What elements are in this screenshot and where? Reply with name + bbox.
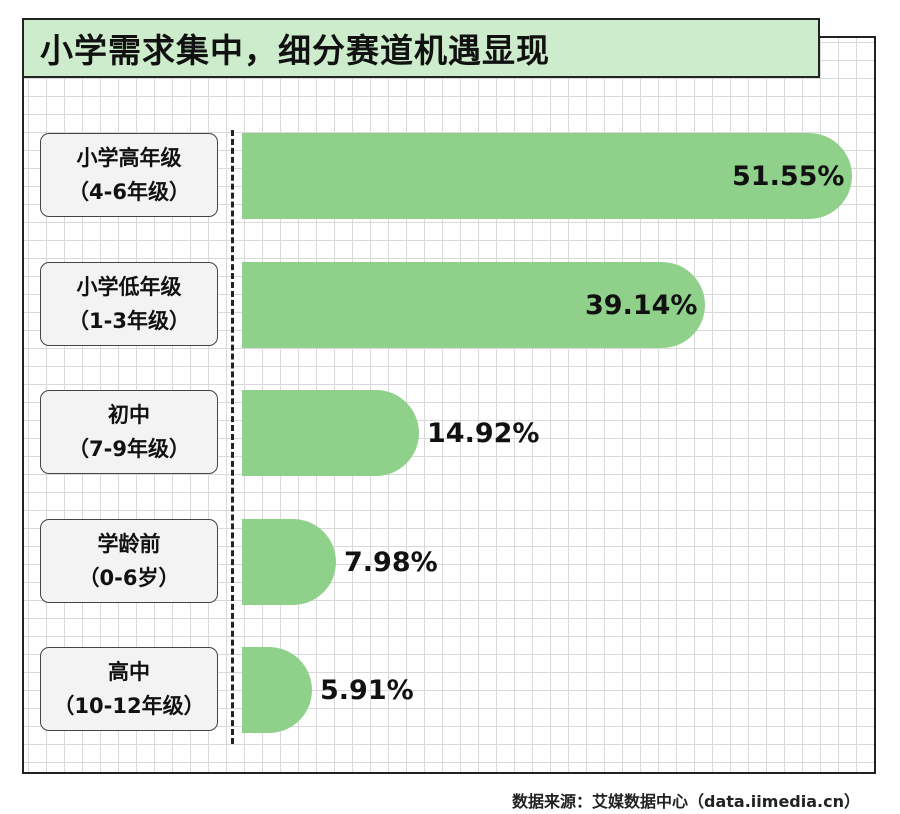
value-label: 51.55%: [732, 161, 845, 192]
bar: [242, 647, 312, 733]
category-label-line1: 初中: [108, 403, 150, 427]
value-label: 14.92%: [427, 418, 540, 449]
bar: [242, 133, 852, 219]
category-label-line1: 小学低年级: [76, 275, 182, 299]
bar: [242, 262, 705, 348]
category-label-line2: （4-6年级）: [68, 180, 190, 204]
data-source: 数据来源：艾媒数据中心（data.iimedia.cn）: [512, 792, 860, 811]
bar: [242, 519, 336, 605]
category-label: 小学高年级 （4-6年级）: [40, 133, 218, 217]
category-label: 初中 （7-9年级）: [40, 390, 218, 474]
value-label: 5.91%: [320, 675, 414, 706]
category-label: 高中 （10-12年级）: [40, 647, 218, 731]
value-label: 39.14%: [585, 290, 698, 321]
category-label: 小学低年级 （1-3年级）: [40, 262, 218, 346]
chart-title-box: 小学需求集中，细分赛道机遇显现: [22, 18, 820, 78]
category-label-line1: 高中: [108, 660, 150, 684]
chart-title: 小学需求集中，细分赛道机遇显现: [40, 31, 550, 70]
category-label: 学龄前 （0-6岁）: [40, 519, 218, 603]
category-label-line1: 学龄前: [97, 532, 161, 556]
value-label: 7.98%: [344, 547, 438, 578]
category-label-line2: （1-3年级）: [68, 309, 190, 333]
bar: [242, 390, 419, 476]
category-label-line1: 小学高年级: [76, 146, 182, 170]
category-label-line2: （10-12年级）: [53, 694, 205, 718]
category-label-line2: （7-9年级）: [68, 437, 190, 461]
axis-divider: [231, 130, 234, 744]
category-label-line2: （0-6岁）: [78, 566, 180, 590]
